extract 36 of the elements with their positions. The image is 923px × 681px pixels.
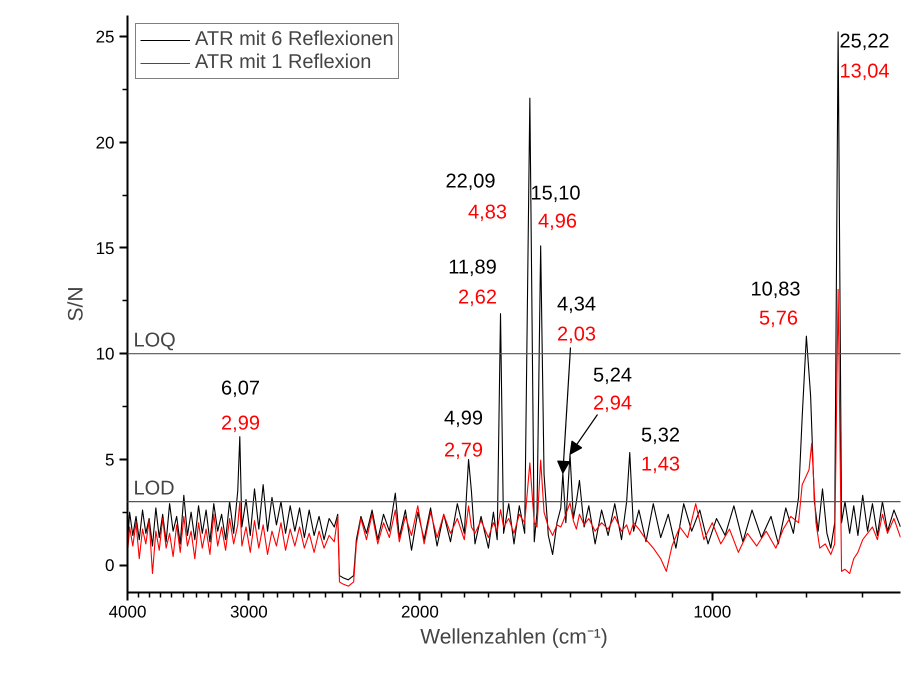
annotation: 11,89 [448,256,497,278]
annotation: 5,76 [759,308,798,330]
y-tick-label: 0 [105,556,115,576]
annotation: 2,94 [593,392,632,414]
annotation: 4,34 [557,294,596,316]
y-tick-label: 15 [96,238,115,258]
y-axis-title: S/N [64,286,88,322]
annotation: 4,96 [538,210,577,232]
annotation: 5,24 [593,364,632,386]
legend-label: ATR mit 1 Reflexion [195,51,372,74]
annotation: 13,04 [839,60,890,82]
annotation: 6,07 [221,378,260,400]
annotation: 4,83 [468,202,507,224]
legend-label: ATR mit 6 Reflexionen [195,28,394,51]
x-tick-label: 2000 [400,602,439,622]
x-tick-label: 3000 [230,602,268,622]
y-tick-label: 25 [96,28,115,47]
y-tick-label: 5 [105,450,115,470]
ref-line-label: LOD [134,478,175,500]
ref-line-label: LOQ [134,330,176,352]
annotation: 2,62 [458,286,497,308]
annotation: 5,32 [641,424,680,446]
y-tick-label: 20 [96,133,115,152]
x-axis-title: Wellenzahlen (cm⁻¹) [420,626,608,648]
annotation: 22,09 [445,170,496,192]
annotation: 2,99 [221,412,260,434]
annotation: 2,79 [444,440,483,462]
annotation: 4,99 [444,408,483,430]
annotation: 2,03 [557,324,596,346]
annotation: 1,43 [641,454,680,476]
x-tick-label: 1000 [693,602,732,622]
annotation: 10,83 [750,278,801,300]
annotation: 25,22 [839,30,890,52]
y-tick-label: 10 [96,344,115,364]
x-tick-label: 4000 [108,602,146,622]
annotation: 15,10 [530,182,581,204]
